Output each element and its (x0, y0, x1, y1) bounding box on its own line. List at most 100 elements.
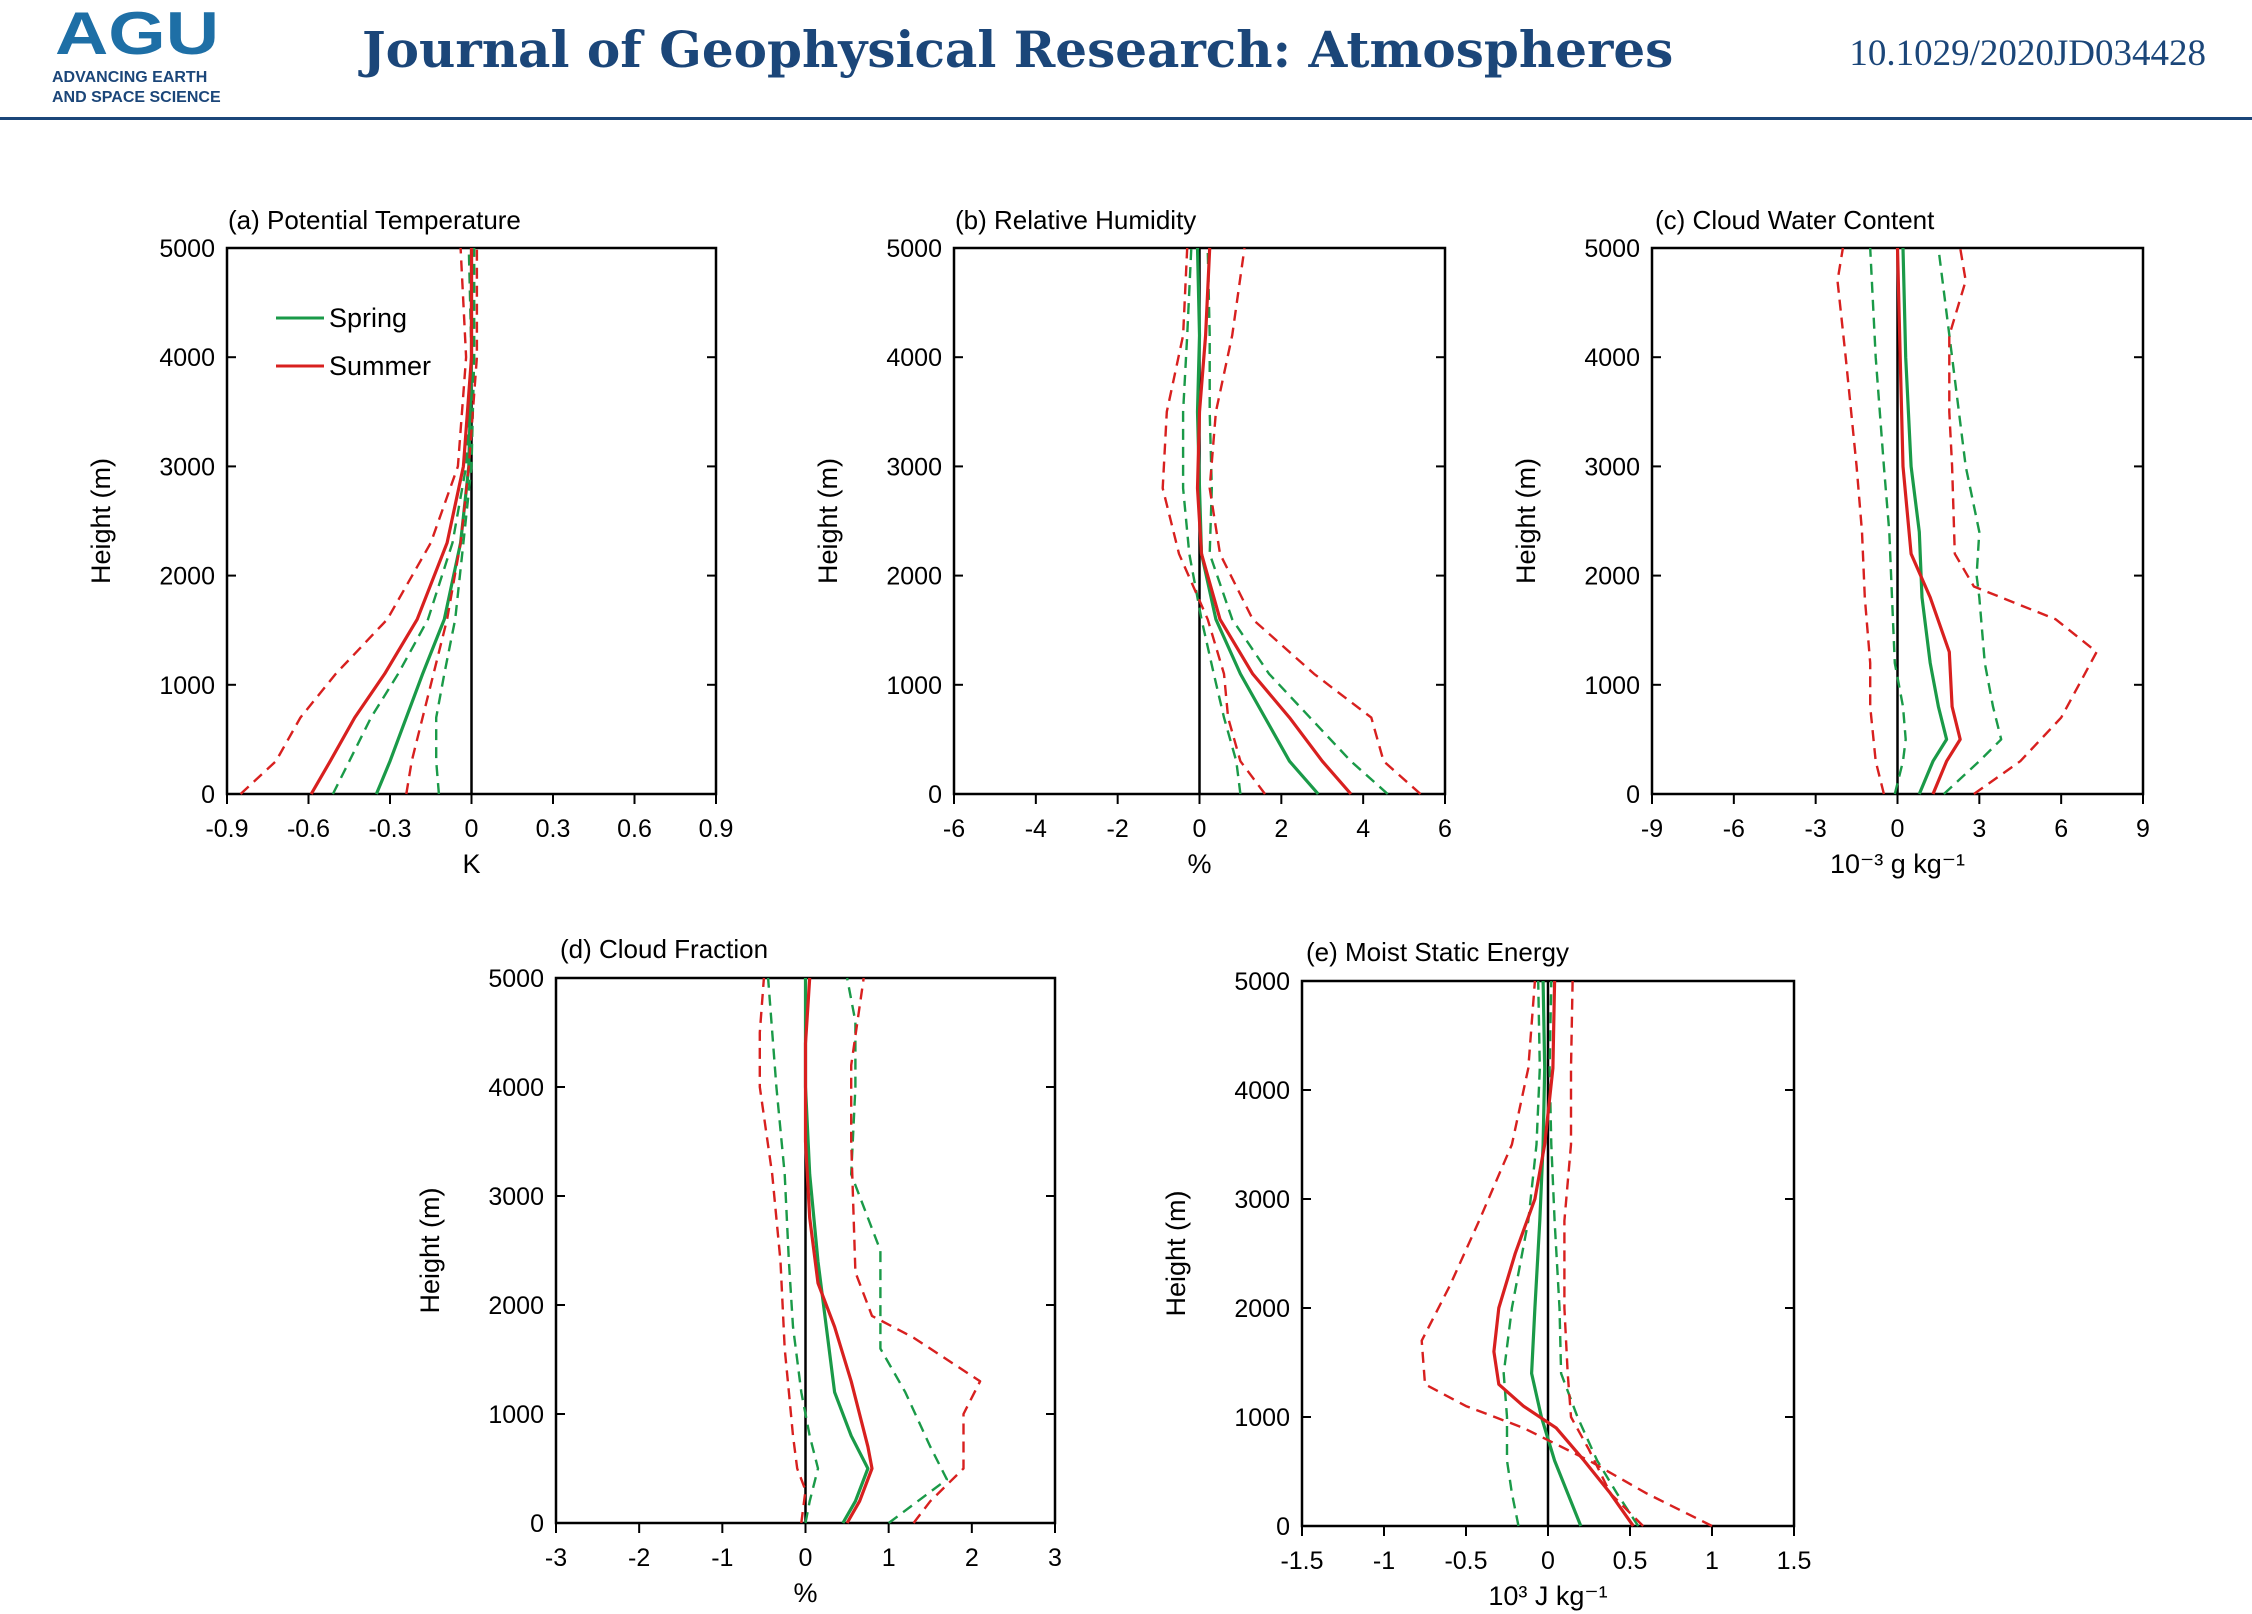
y-tick-label: 5000 (1234, 968, 1290, 996)
series-line-summer-dashed (1563, 980, 1644, 1527)
series-line-summer-solid (803, 977, 874, 1524)
x-axis-label: K (462, 849, 480, 879)
y-tick-label: 3000 (1584, 453, 1640, 481)
series-line-summer-dashed (1161, 247, 1266, 795)
x-tick-label: -1.5 (1280, 1547, 1323, 1575)
series-line-spring-dashed (1548, 980, 1640, 1527)
x-tick-label: -2 (1107, 815, 1129, 843)
x-tick-label: 0 (1891, 815, 1905, 843)
y-tick-label: 1000 (159, 672, 215, 700)
journal-title: Journal of Geophysical Research: Atmosph… (362, 20, 1674, 79)
panel-title: (e) Moist Static Energy (1306, 937, 1569, 967)
y-axis-label: Height (m) (1161, 1190, 1191, 1316)
panel-title: (c) Cloud Water Content (1655, 205, 1935, 235)
panel-a: 0 1000 2000 3000 4000 5000 -0.9 -0.6 -0.3 0 0.3 0.6… (86, 205, 733, 879)
series-line-spring-dashed (1502, 980, 1541, 1527)
panel-d: 0 1000 2000 3000 4000 5000 -3 -2 -1 0 1 2 3 (d) Cloud… (415, 934, 1062, 1608)
x-tick-label: -0.6 (287, 815, 330, 843)
series-line-spring-dashed (1937, 247, 2003, 795)
x-tick-label: 4 (1356, 815, 1370, 843)
y-tick-label: 3000 (1234, 1186, 1290, 1214)
y-tick-label: 5000 (488, 965, 544, 993)
y-tick-label: 2000 (1234, 1295, 1290, 1323)
y-tick-label: 4000 (1584, 344, 1640, 372)
series-line-spring-dashed (331, 247, 473, 795)
y-tick-label: 4000 (159, 344, 215, 372)
y-tick-label: 0 (201, 781, 215, 809)
y-axis-label: Height (m) (813, 458, 843, 584)
y-tick-label: 4000 (886, 344, 942, 372)
y-axis-label: Height (m) (415, 1187, 445, 1313)
panel-title: (d) Cloud Fraction (560, 934, 768, 964)
x-tick-label: -0.3 (368, 815, 411, 843)
panel-title: (a) Potential Temperature (228, 205, 521, 235)
x-tick-label: 6 (2054, 815, 2068, 843)
x-axis-label: % (793, 1578, 817, 1608)
x-tick-label: -0.9 (205, 815, 248, 843)
series-line-summer-dashed (850, 977, 982, 1524)
x-tick-label: -6 (1723, 815, 1745, 843)
series-line-summer-dashed (758, 977, 807, 1524)
agu-logo-text: AGU (55, 4, 219, 67)
y-tick-label: 4000 (1234, 1077, 1290, 1105)
series-line-spring-solid (1195, 247, 1320, 796)
x-tick-label: -4 (1025, 815, 1047, 843)
header-divider (0, 117, 2252, 120)
x-tick-label: 3 (1048, 1544, 1062, 1572)
x-tick-label: 1 (1705, 1547, 1719, 1575)
x-tick-label: 0 (799, 1544, 813, 1572)
legend-label-summer: Summer (329, 351, 431, 381)
series-line-spring-dashed (1869, 247, 1907, 795)
legend-label-spring: Spring (329, 303, 407, 333)
series-line-summer-solid (1492, 980, 1635, 1527)
y-tick-label: 1000 (488, 1401, 544, 1429)
y-tick-label: 0 (1276, 1513, 1290, 1541)
y-tick-label: 0 (1626, 781, 1640, 809)
x-tick-label: -9 (1641, 815, 1663, 843)
x-tick-label: 0 (1541, 1547, 1555, 1575)
series-line-summer-solid (309, 248, 474, 795)
series-line-summer-dashed (1208, 247, 1422, 795)
agu-logo-subtitle-2: AND SPACE SCIENCE (52, 89, 221, 106)
panel-b: 0 1000 2000 3000 4000 5000 -6 -4 -2 0 2 4 6 (b) Relat… (813, 205, 1452, 879)
series-line-spring-dashed (1181, 247, 1242, 795)
y-tick-label: 1000 (1584, 672, 1640, 700)
y-tick-label: 3000 (886, 453, 942, 481)
x-axis-label: 10⁻³ g kg⁻¹ (1830, 849, 1965, 879)
y-tick-label: 0 (928, 781, 942, 809)
x-tick-label: 2 (965, 1544, 979, 1572)
y-tick-label: 3000 (488, 1183, 544, 1211)
series-line-summer-dashed (1948, 247, 2098, 795)
y-tick-label: 3000 (159, 453, 215, 481)
y-axis-label: Height (m) (1511, 458, 1541, 584)
x-tick-label: 2 (1274, 815, 1288, 843)
x-tick-label: 9 (2136, 815, 2150, 843)
series-line-summer-dashed (239, 247, 468, 795)
x-tick-label: -6 (943, 815, 965, 843)
legend: Spring Summer (276, 303, 431, 381)
series-line-spring-dashed (435, 248, 476, 795)
x-tick-label: 6 (1438, 815, 1452, 843)
y-tick-label: 1000 (1234, 1404, 1290, 1432)
x-axis-label: 10³ J kg⁻¹ (1488, 1581, 1607, 1611)
x-tick-label: 0.5 (1613, 1547, 1648, 1575)
x-tick-label: 0.6 (617, 815, 652, 843)
x-tick-label: 0.3 (536, 815, 571, 843)
doi-link[interactable]: 10.1029/2020JD034428 (1849, 33, 2206, 74)
panel-title: (b) Relative Humidity (955, 205, 1196, 235)
x-tick-label: -3 (1805, 815, 1827, 843)
y-axis-label: Height (m) (86, 458, 116, 584)
x-tick-label: 1.5 (1777, 1547, 1812, 1575)
x-tick-label: 1 (882, 1544, 896, 1572)
series-line-summer-dashed (1836, 247, 1886, 795)
y-tick-label: 1000 (886, 672, 942, 700)
x-tick-label: -1 (711, 1544, 733, 1572)
x-axis-label: % (1187, 849, 1211, 879)
x-tick-label: 0 (1193, 815, 1207, 843)
panel-c: 0 1000 2000 3000 4000 5000 -9 -6 -3 0 3 6 9 (c) Cloud… (1511, 205, 2150, 879)
y-tick-label: 2000 (886, 563, 942, 591)
y-tick-label: 5000 (1584, 235, 1640, 263)
agu-logo-subtitle-1: ADVANCING EARTH (52, 69, 207, 86)
series-line-spring-solid (1901, 247, 1949, 795)
